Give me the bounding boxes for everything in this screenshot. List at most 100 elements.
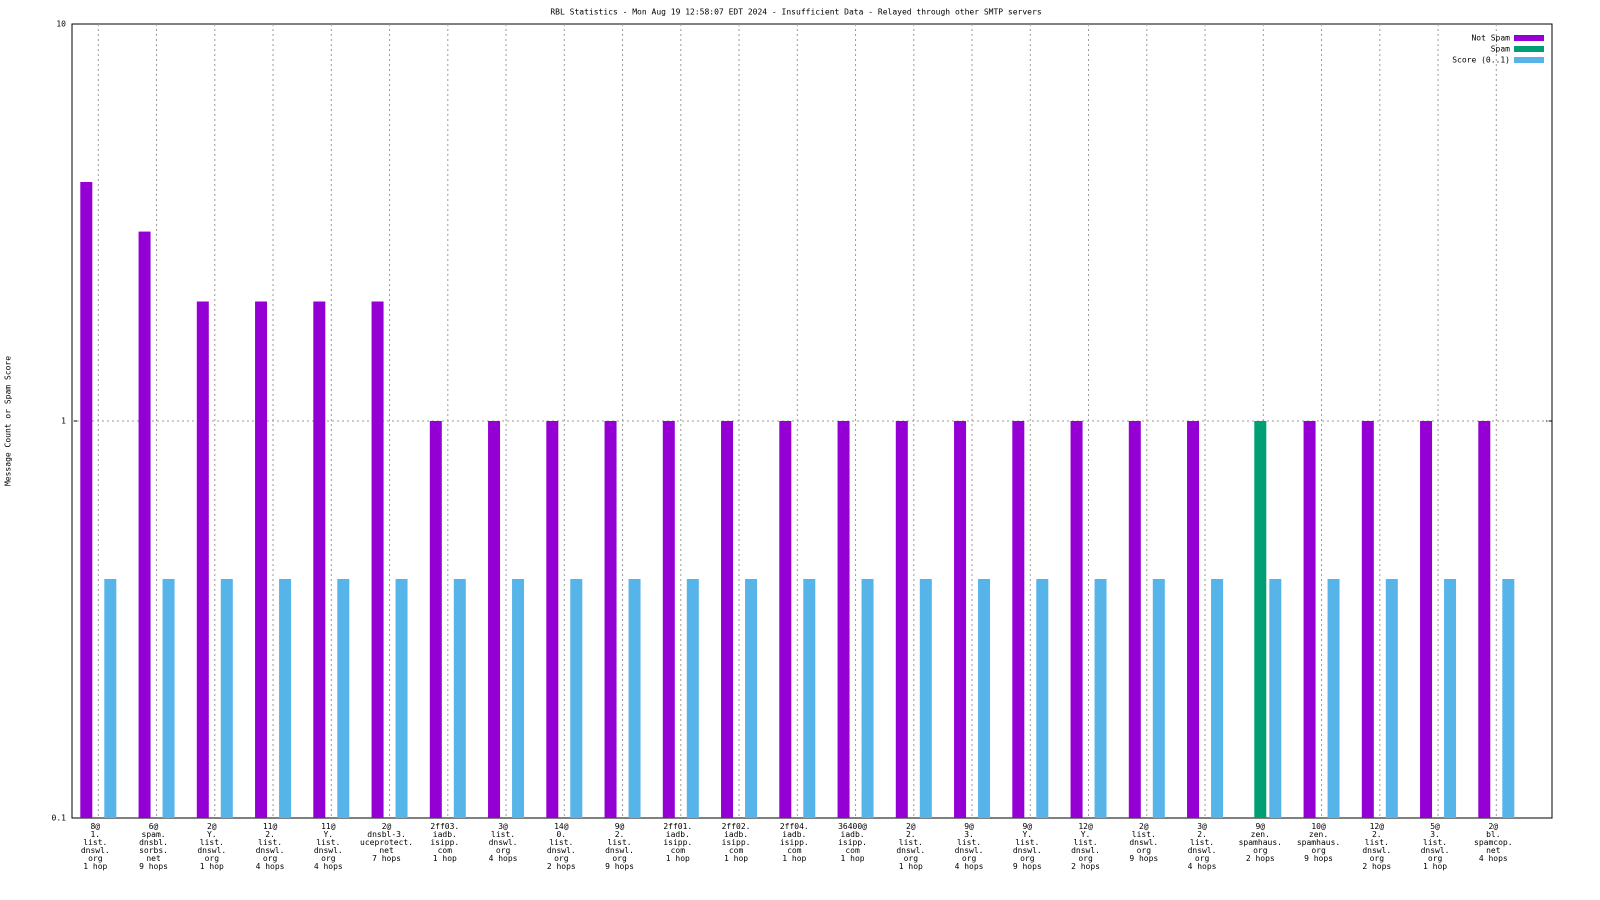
bar: [628, 578, 641, 818]
bar: [837, 421, 850, 818]
x-tick-label-line: list.: [316, 838, 340, 847]
x-tick-label-line: 1 hop: [433, 854, 457, 863]
bar: [1187, 421, 1200, 818]
x-tick-label-line: 4 hops: [489, 854, 518, 863]
x-tick-label-line: dnswl.: [547, 846, 576, 855]
x-tick-label-line: Y.: [1081, 830, 1091, 839]
x-tick-label-line: list.: [1423, 838, 1447, 847]
x-tick-label-line: 1 hop: [200, 862, 224, 871]
x-tick-label-line: 6@: [149, 822, 159, 831]
bar: [745, 578, 758, 818]
bar: [604, 421, 617, 818]
x-tick-label-line: spamhaus.: [1297, 838, 1340, 847]
x-tick-label-line: net: [146, 854, 161, 863]
x-tick-label-line: iadb.: [666, 830, 690, 839]
x-tick-label-line: 9 hops: [1129, 854, 1158, 863]
x-tick-label: 36400@ iadb. isipp. com 1 hop: [838, 822, 867, 863]
x-tick-label-line: org: [205, 854, 220, 863]
x-tick-label-line: 1 hop: [724, 854, 748, 863]
x-tick-label-line: 5@: [1430, 822, 1440, 831]
bar: [371, 301, 384, 818]
x-tick-label-line: 36400@: [838, 822, 867, 831]
x-tick-label-line: dnswl.: [605, 846, 634, 855]
x-tick-label-line: 2@: [382, 822, 392, 831]
x-tick-label-line: 2@: [906, 822, 916, 831]
bar: [978, 578, 991, 818]
x-tick-label-line: 4 hops: [256, 862, 285, 871]
bar: [919, 578, 932, 818]
x-tick-label: 2ff03. iadb. isipp. com 1 hop: [430, 822, 459, 863]
x-tick-label-line: list.: [1015, 838, 1039, 847]
x-tick-label-line: dnswl.: [955, 846, 984, 855]
x-tick-label-line: org: [612, 854, 627, 863]
x-tick-label-line: com: [845, 846, 860, 855]
x-tick-label-line: org: [88, 854, 103, 863]
legend-swatch: [1514, 46, 1544, 52]
x-tick-label: 11@ 2. list. dnswl. org 4 hops: [256, 822, 285, 871]
x-tick-label-line: iadb.: [724, 830, 748, 839]
bar: [861, 578, 874, 818]
x-tick-label-line: 4 hops: [314, 862, 343, 871]
bar: [220, 578, 233, 818]
legend-swatch: [1514, 57, 1544, 63]
x-tick-label-line: org: [321, 854, 336, 863]
x-tick-label-line: list.: [1365, 838, 1389, 847]
x-tick-label-line: 9@: [615, 822, 625, 831]
x-tick-label-line: dnswl.: [896, 846, 925, 855]
x-tick-label-line: dnswl.: [81, 846, 110, 855]
bar: [570, 578, 583, 818]
x-tick-label-line: 12@: [1078, 822, 1093, 831]
x-tick-label-line: 1 hop: [83, 862, 107, 871]
x-tick-label-line: 3.: [964, 830, 974, 839]
bar: [954, 421, 967, 818]
x-tick-label-line: 4 hops: [1479, 854, 1508, 863]
x-tick-label-line: Y.: [1022, 830, 1032, 839]
x-tick-label-line: dnswl.: [1362, 846, 1391, 855]
bar: [279, 578, 292, 818]
bar: [1269, 578, 1282, 818]
x-tick-label: 8@ 1. list. dnswl. org 1 hop: [81, 822, 110, 871]
x-tick-label-line: list.: [491, 830, 515, 839]
x-tick-label-line: 14@: [554, 822, 569, 831]
x-tick-label-line: isipp.: [780, 838, 809, 847]
x-tick-label-line: 3@: [498, 822, 508, 831]
x-tick-label-line: 4 hops: [1188, 862, 1217, 871]
x-tick-label: 12@ Y. list. dnswl. org 2 hops: [1071, 822, 1100, 871]
x-tick-label: 9@ zen. spamhaus. org 2 hops: [1239, 822, 1282, 863]
bar: [104, 578, 117, 818]
x-tick-label-line: com: [671, 846, 686, 855]
legend-swatch: [1514, 35, 1544, 41]
bar: [196, 301, 209, 818]
x-tick-label-line: org: [496, 846, 511, 855]
bar: [80, 181, 93, 818]
bar: [895, 421, 908, 818]
x-tick-label: 12@ 2. list. dnswl. org 2 hops: [1362, 822, 1391, 871]
x-tick-label: 6@ spam. dnsbl. sorbs. net 9 hops: [139, 822, 168, 871]
x-tick-label-line: org: [1253, 846, 1268, 855]
x-tick-label-line: 9@: [1255, 822, 1265, 831]
x-tick-label-line: list.: [957, 838, 981, 847]
x-tick-label: 9@ 2. list. dnswl. org 9 hops: [605, 822, 634, 871]
x-tick-label: 2@ dnsbl-3. uceprotect. net 7 hops: [360, 822, 413, 863]
x-tick-label-line: dnsbl-3.: [367, 830, 406, 839]
x-tick-label-line: 7 hops: [372, 854, 401, 863]
x-tick-label-line: dnswl.: [197, 846, 226, 855]
x-tick-label-line: spamcop.: [1474, 838, 1513, 847]
bar: [1502, 578, 1515, 818]
x-tick-label-line: isipp.: [430, 838, 459, 847]
x-tick-label-line: 2ff04.: [780, 822, 809, 831]
x-tick-label: 14@ 0. list. dnswl. org 2 hops: [547, 822, 576, 871]
x-tick-label-line: 2.: [265, 830, 275, 839]
x-tick-label: 9@ 3. list. dnswl. org 4 hops: [955, 822, 984, 871]
x-tick-label-line: 2@: [207, 822, 217, 831]
x-tick-label-line: 11@: [321, 822, 336, 831]
bar: [662, 421, 675, 818]
bar: [1012, 421, 1025, 818]
bar: [429, 421, 442, 818]
x-tick-label-line: org: [1195, 854, 1210, 863]
x-tick-label-line: 2ff02.: [722, 822, 751, 831]
bar: [1152, 578, 1165, 818]
x-tick-label-line: bl.: [1486, 830, 1500, 839]
bar: [779, 421, 792, 818]
